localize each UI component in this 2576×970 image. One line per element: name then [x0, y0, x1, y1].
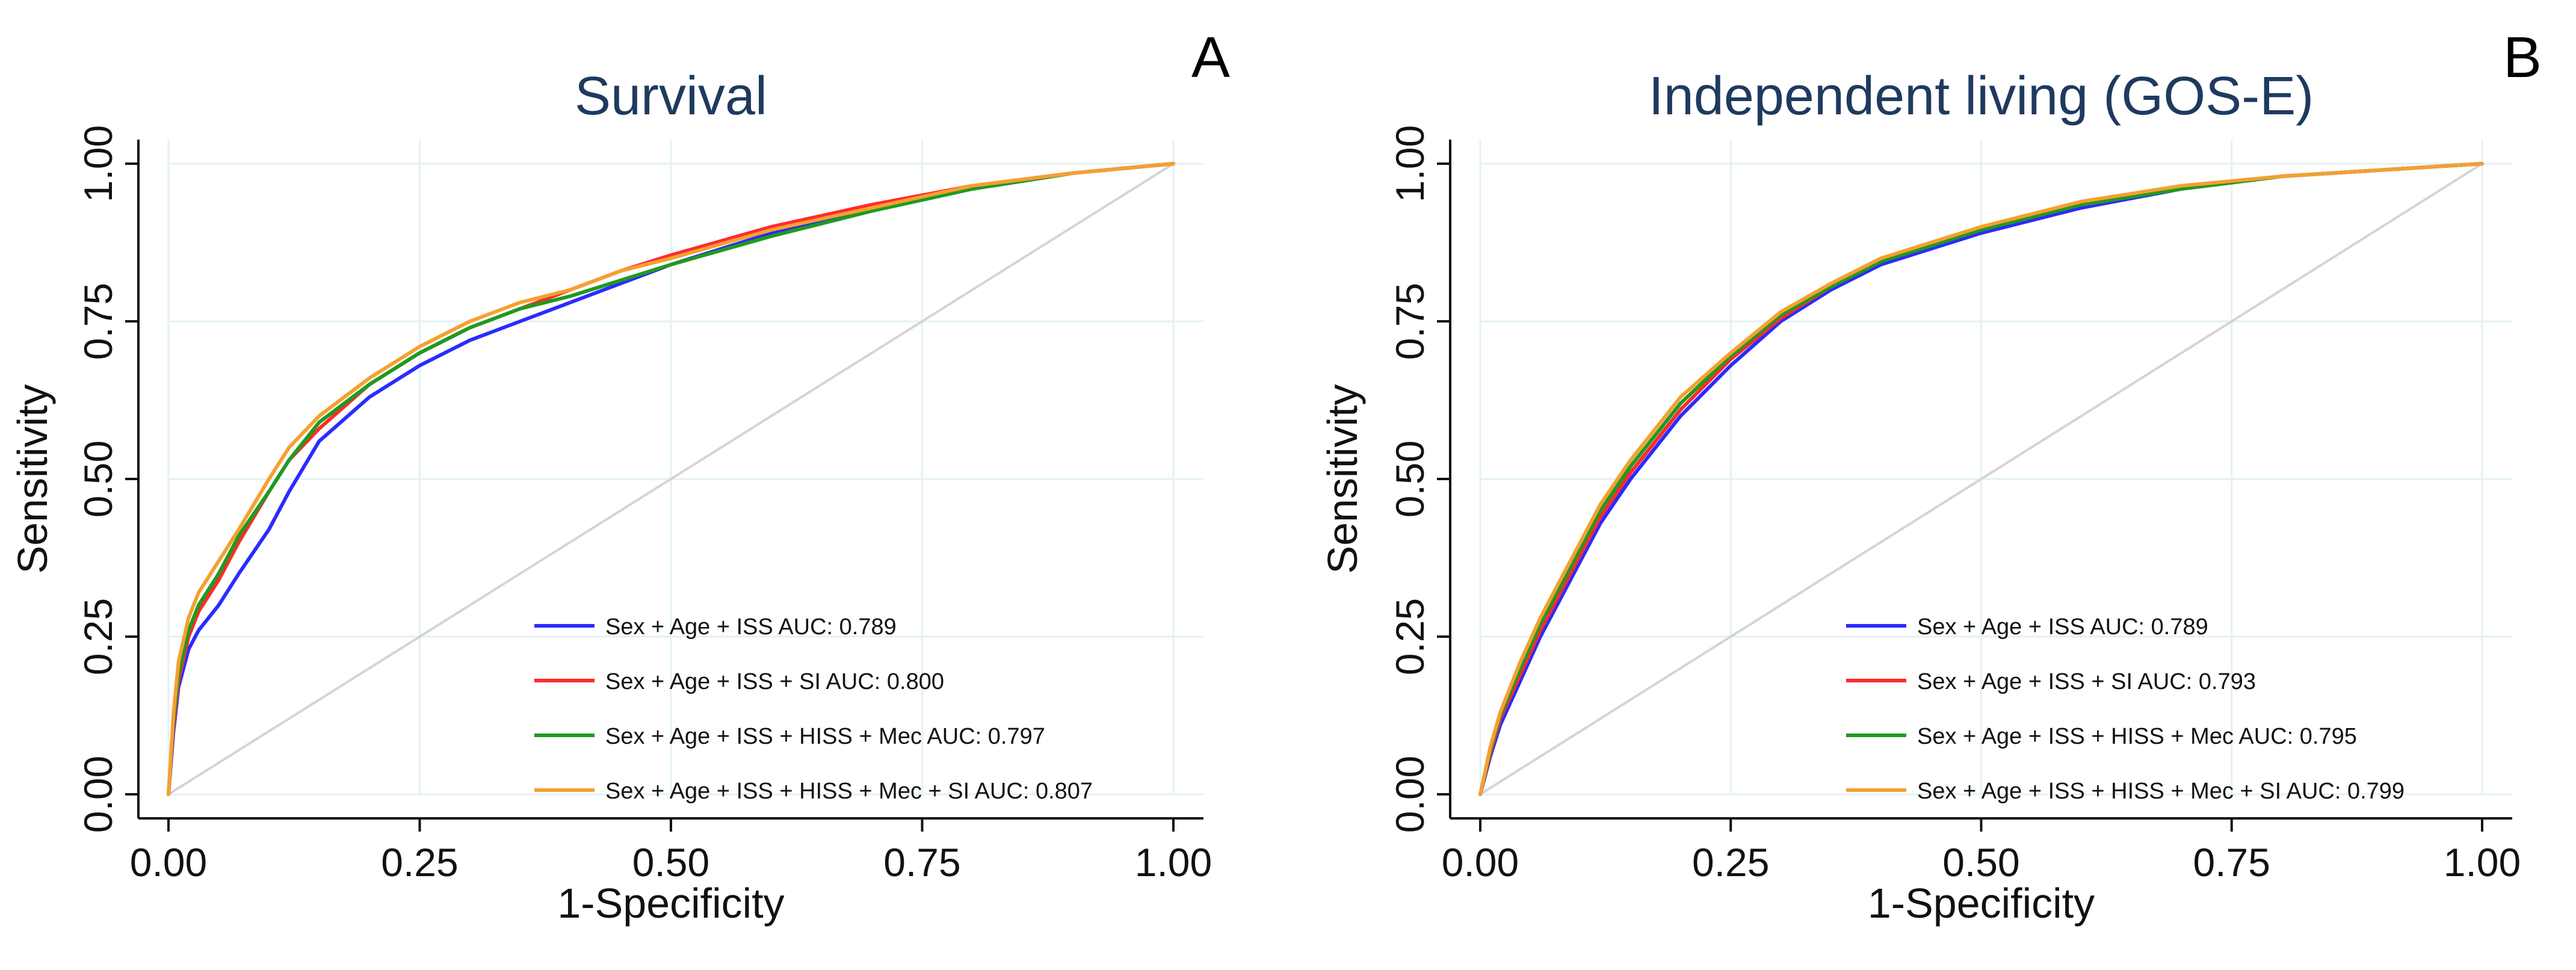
y-tick-label: 0.50 — [76, 440, 120, 517]
y-tick-label: 0.75 — [76, 283, 120, 360]
y-tick-label: 1.00 — [76, 125, 120, 202]
panel-b: 0.000.00 0.25 0.25 0.50 0.50 0.75 0.75 1.00 1.00… — [1319, 25, 2542, 927]
legend-entry: Sex + Age + ISS + HISS + Mec AUC: 0.795 — [1917, 724, 2357, 749]
legend-entry: Sex + Age + ISS + SI AUC: 0.800 — [605, 669, 944, 694]
panel-a: 0.000.00 0.25 0.25 0.50 0.50 0.75 0.75 1.00 1.00… — [9, 25, 1230, 927]
x-tick-label: 0.75 — [2193, 840, 2270, 885]
roc-curve-3 — [1478, 162, 2484, 796]
legend-entry: Sex + Age + ISS + HISS + Mec + SI AUC: 0… — [1917, 779, 2405, 804]
x-tick-label: 0.50 — [1942, 840, 2019, 885]
x-tick-label: 1.00 — [1135, 840, 1212, 885]
panel-letter: B — [2503, 25, 2542, 90]
x-tick-label: 0.25 — [381, 840, 458, 885]
y-tick-label: 1.00 — [1388, 125, 1432, 202]
panel-letter: A — [1191, 25, 1230, 90]
reference-diagonal — [1479, 162, 2483, 795]
y-tick-label: 0.25 — [1388, 598, 1432, 675]
legend: Sex + Age + ISS AUC: 0.789 Sex + Age + IS… — [1846, 614, 2405, 804]
x-axis-label: 1-Specificity — [557, 880, 784, 927]
x-tick-label: 1.00 — [2444, 840, 2521, 885]
x-axis-label: 1-Specificity — [1868, 880, 2095, 927]
legend-entry: Sex + Age + ISS + HISS + Mec + SI AUC: 0… — [605, 779, 1093, 804]
roc-curve-3 — [167, 162, 1175, 796]
legend-entry: Sex + Age + ISS AUC: 0.789 — [605, 614, 897, 640]
x-tick-label: 0.25 — [1692, 840, 1769, 885]
y-tick-label: 0.00 — [76, 756, 120, 833]
y-tick-label: 0.00 — [1388, 756, 1432, 833]
chart-title: Independent living (GOS-E) — [1649, 66, 2314, 126]
y-tick-label: 0.25 — [76, 598, 120, 675]
y-tick-label: 0.50 — [1388, 440, 1432, 517]
reference-diagonal — [167, 162, 1175, 795]
roc-curve-4 — [167, 162, 1175, 796]
x-tick-label: 0.00 — [130, 840, 207, 885]
legend-entry: Sex + Age + ISS AUC: 0.789 — [1917, 614, 2208, 640]
y-axis-label: Sensitivity — [9, 384, 56, 573]
roc-curve-4 — [1478, 162, 2484, 796]
x-tick-label: 0.00 — [1442, 840, 1519, 885]
y-axis-label: Sensitivity — [1319, 384, 1366, 573]
x-tick-label: 0.50 — [632, 840, 709, 885]
x-tick-label: 0.75 — [883, 840, 960, 885]
y-tick-label: 0.75 — [1388, 283, 1432, 360]
legend-entry: Sex + Age + ISS + HISS + Mec AUC: 0.797 — [605, 724, 1045, 749]
legend: Sex + Age + ISS AUC: 0.789 Sex + Age + IS… — [534, 614, 1093, 804]
legend-entry: Sex + Age + ISS + SI AUC: 0.793 — [1917, 669, 2256, 694]
chart-title: Survival — [575, 66, 767, 126]
